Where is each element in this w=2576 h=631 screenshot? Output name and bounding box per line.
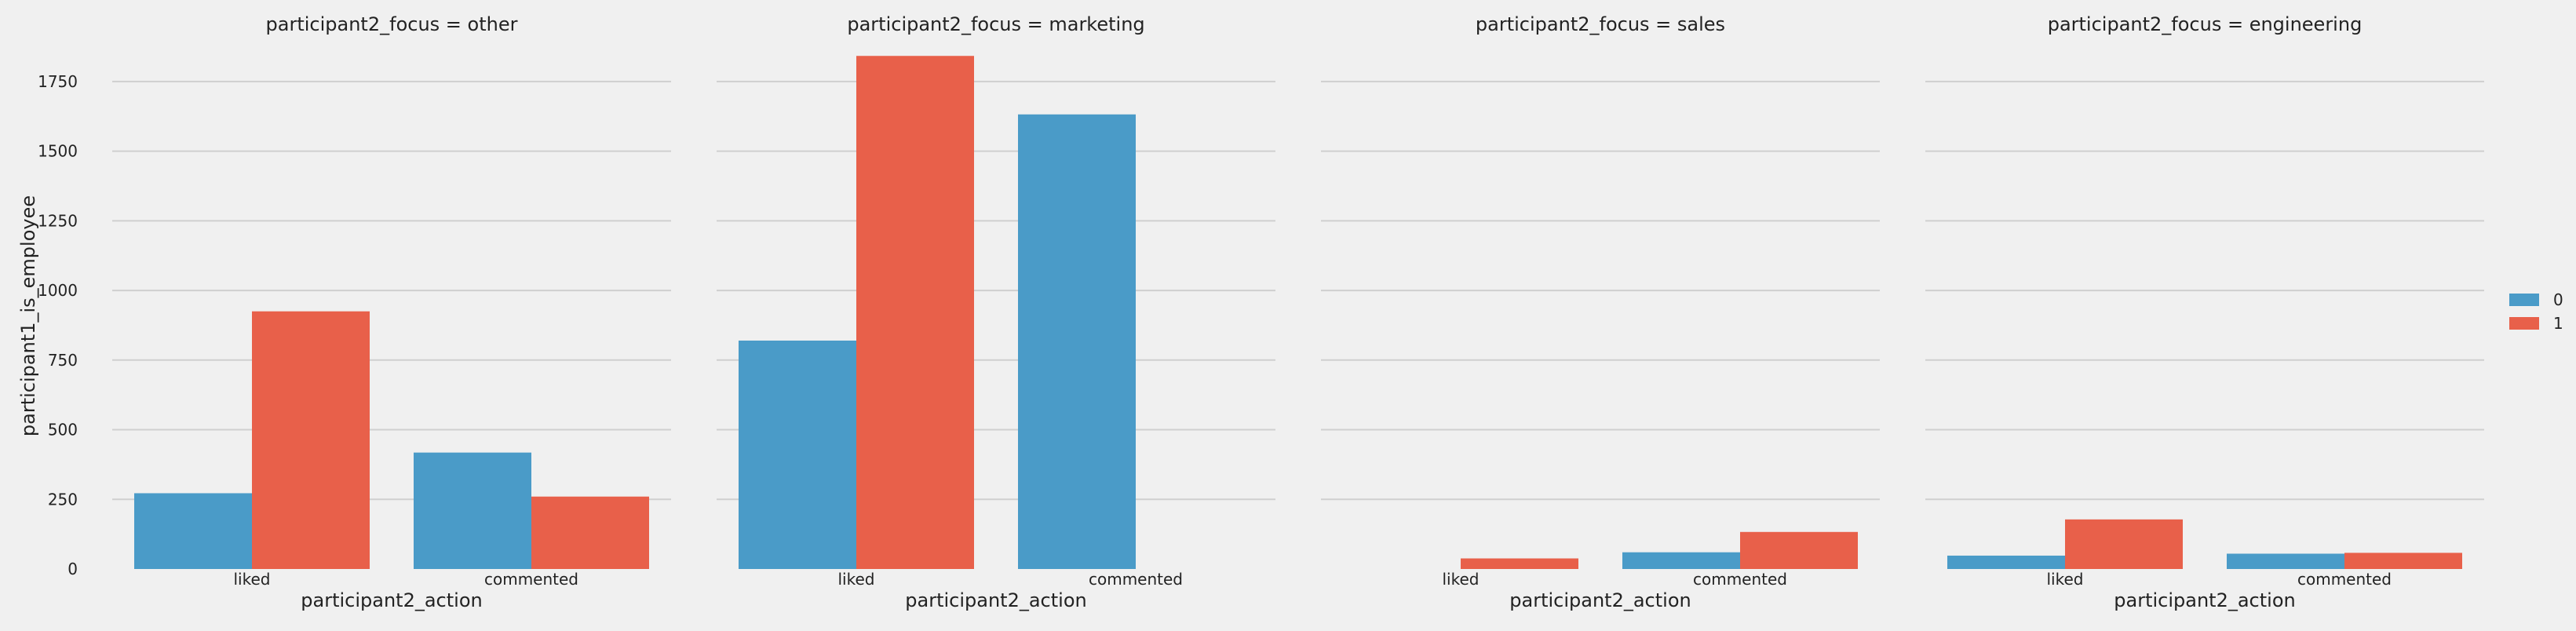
bar xyxy=(1622,552,1740,569)
bar xyxy=(531,496,649,569)
bar xyxy=(856,56,974,570)
text-layer: participant1_is_employee 0 250 500 750 1000 12… xyxy=(17,13,2392,611)
y-tick-label: 250 xyxy=(48,490,78,509)
bar xyxy=(2227,553,2344,569)
legend-label: 0 xyxy=(2553,290,2563,309)
bar xyxy=(1947,555,2065,569)
x-tick-label: commented xyxy=(1693,570,1787,589)
bar xyxy=(1461,558,1578,569)
bar xyxy=(1740,531,1858,569)
bar xyxy=(2065,519,2183,569)
x-axis-label: participant2_action xyxy=(1509,589,1691,611)
y-tick-label: 1750 xyxy=(38,72,78,91)
y-axis-label: participant1_is_employee xyxy=(17,195,39,436)
x-tick-label: liked xyxy=(838,570,875,589)
bar xyxy=(134,493,252,569)
bar xyxy=(739,340,856,569)
panel-title: participant2_focus = engineering xyxy=(2048,13,2363,35)
x-tick-label: commented xyxy=(2297,570,2392,589)
x-tick-label: liked xyxy=(234,570,271,589)
legend-swatch xyxy=(2509,317,2539,330)
y-tick-label: 1500 xyxy=(38,142,78,161)
panel-title: participant2_focus = marketing xyxy=(847,13,1144,35)
panel-title: participant2_focus = sales xyxy=(1476,13,1725,35)
x-axis-label: participant2_action xyxy=(2114,589,2295,611)
x-axis-label: participant2_action xyxy=(301,589,482,611)
bar xyxy=(252,311,370,569)
x-tick-label: commented xyxy=(484,570,578,589)
legend-swatch xyxy=(2509,294,2539,306)
x-tick-label: commented xyxy=(1089,570,1183,589)
x-tick-label: liked xyxy=(2047,570,2084,589)
y-tick-label: 0 xyxy=(68,560,78,578)
panel-title: participant2_focus = other xyxy=(266,13,518,35)
grid-layer xyxy=(112,80,2484,501)
bar xyxy=(1018,114,1136,569)
bar xyxy=(2344,553,2462,569)
bars-layer xyxy=(134,56,2462,570)
y-tick-label: 500 xyxy=(48,421,78,440)
bar xyxy=(414,452,531,569)
legend-label: 1 xyxy=(2553,314,2563,333)
legend: 01 xyxy=(2509,290,2563,333)
y-tick-label: 1250 xyxy=(38,211,78,230)
y-tick-label: 1000 xyxy=(38,281,78,300)
x-axis-label: participant2_action xyxy=(905,589,1086,611)
y-tick-label: 750 xyxy=(48,351,78,370)
x-tick-label: liked xyxy=(1443,570,1480,589)
